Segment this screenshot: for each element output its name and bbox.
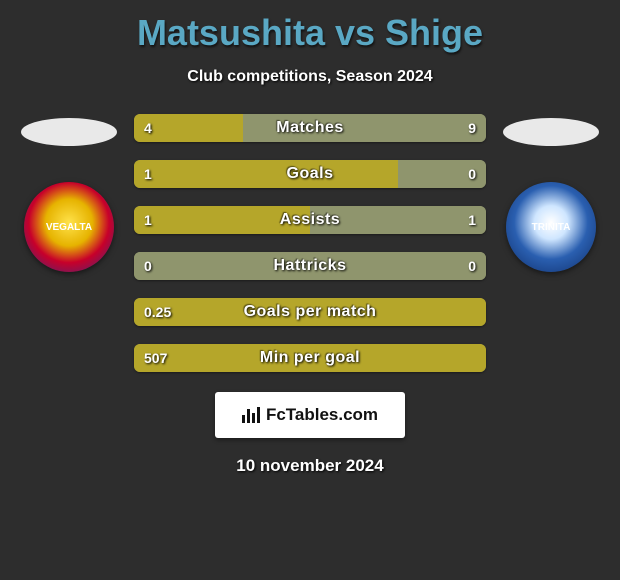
left-player-silhouette (21, 118, 117, 146)
right-player-silhouette (503, 118, 599, 146)
left-team-badge: VEGALTA (24, 182, 114, 272)
stat-bars: 49Matches 10Goals 11Assists 00Hattricks 0.25… (134, 114, 486, 372)
stat-label: Hattricks (134, 252, 486, 280)
brand-bars-icon (242, 407, 260, 423)
page-title: Matsushita vs Shige (0, 0, 620, 54)
footer-date: 10 november 2024 (0, 456, 620, 476)
stat-row: 10Goals (134, 160, 486, 188)
stat-label: Matches (134, 114, 486, 142)
stat-row: 507Min per goal (134, 344, 486, 372)
left-team-badge-text: VEGALTA (46, 222, 92, 233)
stat-label: Goals per match (134, 298, 486, 326)
stat-label: Min per goal (134, 344, 486, 372)
stat-label: Goals (134, 160, 486, 188)
stat-label: Assists (134, 206, 486, 234)
footer-brand: FcTables.com (215, 392, 405, 438)
right-team-badge: TRINITA (506, 182, 596, 272)
stat-row: 49Matches (134, 114, 486, 142)
right-team-badge-text: TRINITA (532, 222, 571, 233)
stat-row: 00Hattricks (134, 252, 486, 280)
stat-row: 0.25Goals per match (134, 298, 486, 326)
right-side: TRINITA (496, 114, 606, 272)
footer-brand-text: FcTables.com (266, 405, 378, 425)
stat-row: 11Assists (134, 206, 486, 234)
comparison-content: VEGALTA 49Matches 10Goals 11Assists 00Hattr… (0, 114, 620, 372)
left-side: VEGALTA (14, 114, 124, 272)
page-subtitle: Club competitions, Season 2024 (0, 68, 620, 86)
